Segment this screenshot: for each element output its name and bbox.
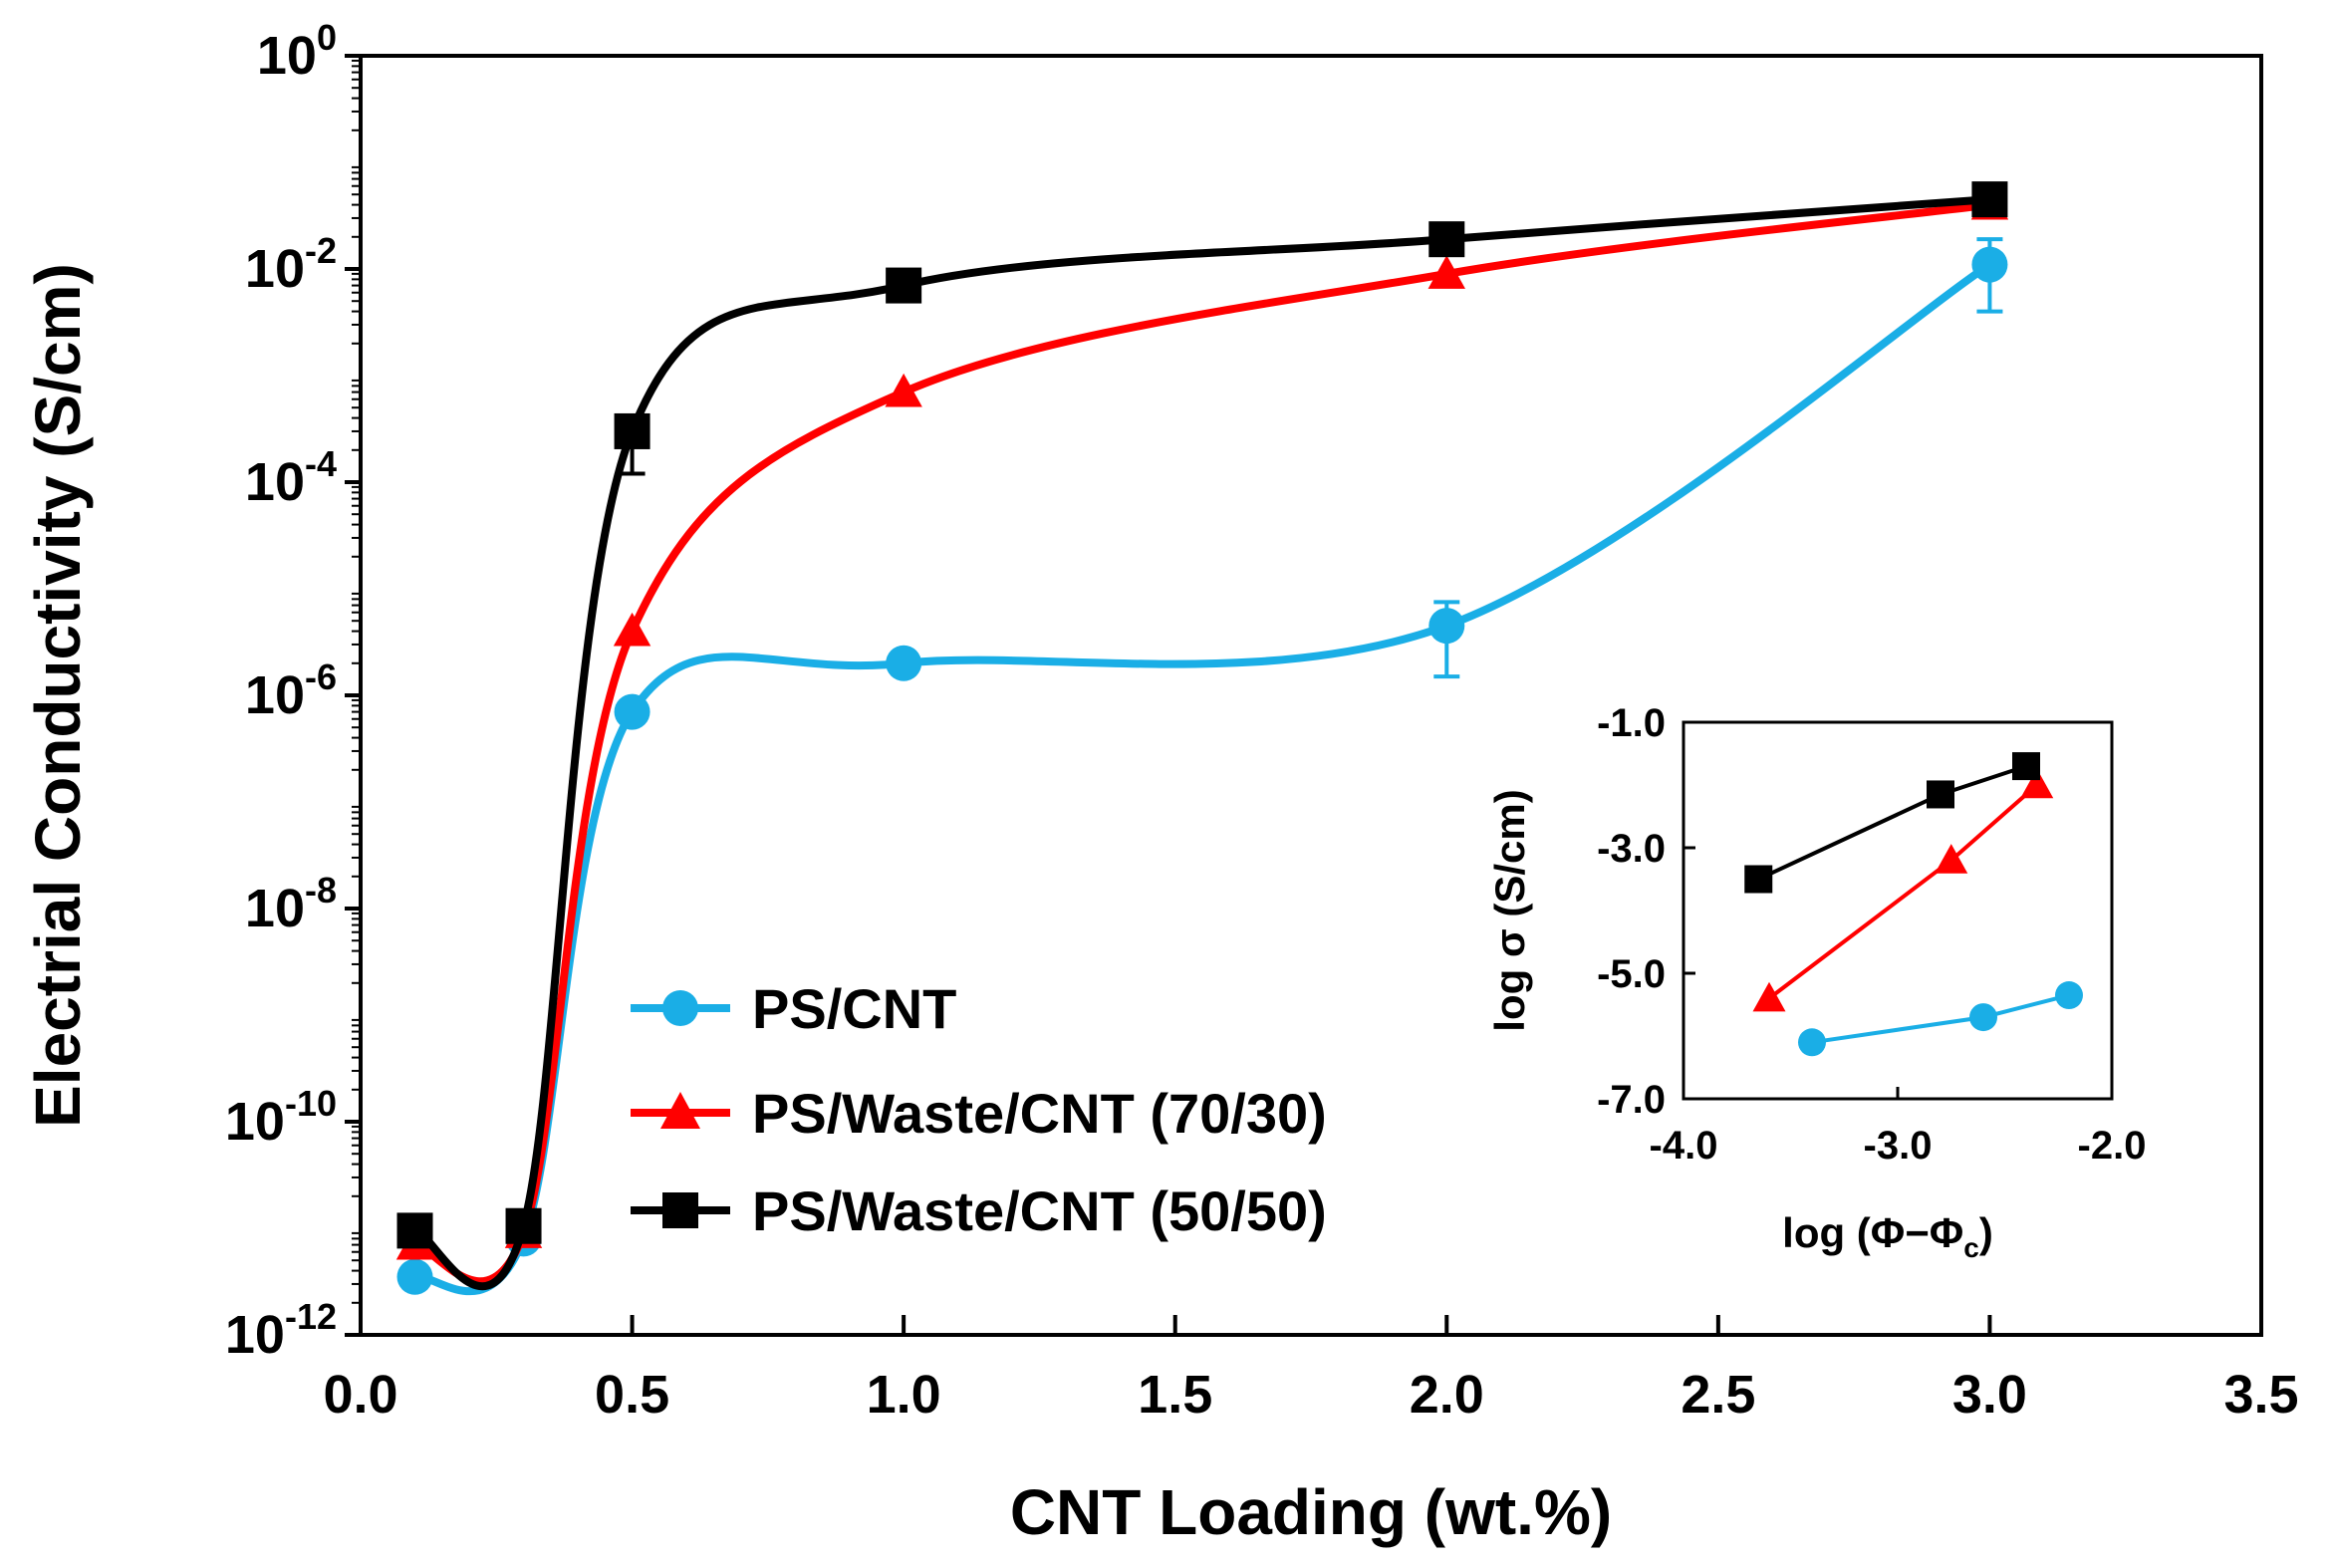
inset-y-axis-title: log σ (S/cm)	[1486, 789, 1533, 1031]
data-point-ps-cnt	[1428, 608, 1465, 645]
inset-data-point	[1798, 1028, 1826, 1057]
legend-entry-ps-cnt: PS/CNT	[631, 977, 956, 1040]
main-series	[395, 181, 2009, 1296]
main-y-tick-exponent: -2	[305, 230, 337, 271]
main-x-axis-title: CNT Loading (wt.%)	[1010, 1476, 1612, 1548]
inset-y-tick-label: -1.0	[1597, 701, 1666, 745]
inset-x-ticks: -4.0 -3.0 -2.0	[1650, 1087, 2147, 1168]
main-y-tick-label: 10-12	[225, 1296, 337, 1365]
main-y-tick-exponent: -4	[305, 443, 337, 484]
legend: PS/CNT PS/Waste/CNT (70/30) PS/Waste/CNT…	[631, 977, 1327, 1242]
inset-data-point	[1744, 865, 1773, 894]
main-x-tick-label: 2.5	[1681, 1365, 1755, 1425]
data-point-ps-waste-cnt-50-50	[1971, 181, 2008, 218]
main-y-tick-label: 10-10	[225, 1083, 337, 1152]
data-point-ps-waste-cnt-50-50	[886, 267, 922, 304]
inset-y-tick-label: -5.0	[1597, 952, 1666, 996]
main-x-ticks: 0.0 0.5 1.0 1.5 2.0 2.5 3.0 3.5	[323, 1315, 2299, 1425]
inset-x-axis-title: log (Φ−Φc)	[1782, 1209, 1993, 1263]
legend-marker-ps-waste-cnt-70-30	[660, 1092, 700, 1129]
inset-y-ticks: -1.0 -3.0 -5.0 -7.0	[1597, 701, 1695, 1122]
inset-data-point	[2020, 768, 2054, 799]
data-point-ps-cnt	[614, 693, 650, 730]
data-point-ps-cnt	[396, 1258, 433, 1295]
main-y-tick-base: 10	[225, 1092, 285, 1152]
inset-data-point	[1969, 1003, 1997, 1032]
data-point-ps-waste-cnt-50-50	[505, 1207, 542, 1244]
inset-data-point	[1935, 844, 1968, 874]
inset-y-tick-label: -7.0	[1597, 1078, 1666, 1122]
inset-series-square	[1744, 752, 2040, 894]
main-x-tick-label: 3.5	[2223, 1365, 2298, 1425]
inset-x-tick-label: -2.0	[2078, 1124, 2147, 1168]
legend-entry-ps-waste-cnt-70-30: PS/Waste/CNT (70/30)	[631, 1082, 1327, 1145]
inset-x-tick-label: -3.0	[1864, 1124, 1933, 1168]
main-y-tick-base: 10	[257, 26, 317, 86]
data-point-ps-waste-cnt-70-30	[1427, 255, 1465, 289]
main-y-tick-base: 10	[245, 452, 305, 512]
main-y-tick-base: 10	[245, 879, 305, 938]
main-y-tick-exponent: -6	[305, 656, 337, 697]
legend-label-ps-waste-cnt-70-30: PS/Waste/CNT (70/30)	[752, 1082, 1327, 1145]
main-x-tick-label: 0.0	[323, 1365, 397, 1425]
inset-series-circle	[1798, 981, 2083, 1057]
inset-x-axis-title-main: log (Φ−Φ	[1782, 1209, 1963, 1256]
main-y-tick-exponent: 0	[317, 17, 337, 58]
inset-data-point	[1752, 981, 1786, 1012]
main-y-tick-label: 10-2	[245, 230, 337, 299]
main-chart: 0.0 0.5 1.0 1.5 2.0 2.5 3.0 3.5 10010-210-410-6…	[22, 17, 2299, 1548]
legend-marker-ps-cnt	[662, 990, 698, 1026]
main-y-tick-exponent: -8	[305, 870, 337, 911]
main-x-tick-label: 2.0	[1410, 1365, 1484, 1425]
inset-series	[1744, 752, 2083, 1057]
legend-label-ps-waste-cnt-50-50: PS/Waste/CNT (50/50)	[752, 1179, 1327, 1242]
main-y-tick-base: 10	[245, 665, 305, 725]
inset-chart: -4.0 -3.0 -2.0 -1.0 -3.0 -5.0 -7.0 log (Φ−Φc)…	[1486, 701, 2146, 1263]
data-point-ps-cnt	[886, 645, 922, 681]
series-ps-waste-cnt-50-50	[396, 181, 2008, 1291]
main-y-tick-label: 100	[257, 17, 337, 86]
inset-x-axis-title-subscript: c	[1963, 1232, 1979, 1263]
main-x-tick-label: 3.0	[1952, 1365, 2027, 1425]
main-y-axis-title: Electrial Conductivity (S/cm)	[22, 263, 94, 1128]
main-y-tick-exponent: -10	[285, 1083, 337, 1124]
data-point-ps-waste-cnt-50-50	[614, 412, 650, 449]
data-point-ps-waste-cnt-70-30	[613, 612, 651, 647]
inset-y-tick-label: -3.0	[1597, 827, 1666, 871]
data-point-ps-waste-cnt-70-30	[885, 373, 922, 407]
data-point-ps-cnt	[1971, 246, 2008, 283]
inset-data-point	[1927, 780, 1954, 809]
data-point-ps-waste-cnt-50-50	[1428, 221, 1465, 258]
data-point-ps-waste-cnt-50-50	[396, 1212, 433, 1249]
main-y-tick-label: 10-4	[245, 443, 337, 512]
inset-data-point	[2055, 981, 2083, 1010]
inset-x-axis-title-end: )	[1979, 1209, 1993, 1256]
inset-x-tick-label: -4.0	[1650, 1124, 1718, 1168]
main-x-tick-label: 1.5	[1138, 1365, 1212, 1425]
main-y-tick-base: 10	[225, 1305, 285, 1365]
legend-label-ps-cnt: PS/CNT	[752, 977, 956, 1040]
main-x-tick-label: 1.0	[867, 1365, 941, 1425]
main-y-tick-exponent: -12	[285, 1296, 337, 1337]
legend-marker-ps-waste-cnt-50-50	[662, 1192, 698, 1228]
main-y-tick-label: 10-6	[245, 656, 337, 725]
legend-entry-ps-waste-cnt-50-50: PS/Waste/CNT (50/50)	[631, 1179, 1327, 1242]
inset-series-triangle	[1752, 768, 2054, 1012]
main-y-minor-ticks	[352, 59, 361, 1304]
main-y-tick-label: 10-8	[245, 870, 337, 938]
main-x-tick-label: 0.5	[595, 1365, 669, 1425]
main-y-tick-base: 10	[245, 239, 305, 299]
inset-data-point	[2012, 752, 2040, 781]
